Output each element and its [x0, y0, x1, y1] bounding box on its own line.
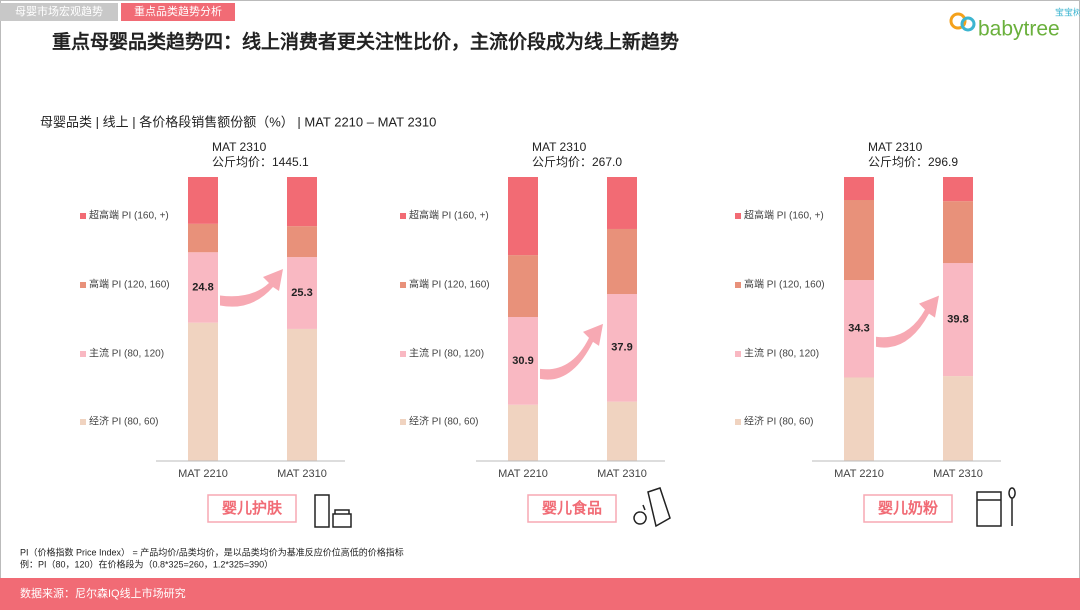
legend-label: 经济 PI (80, 60): [409, 415, 478, 428]
bar-segment: [287, 257, 317, 329]
tab[interactable]: [0, 3, 118, 21]
legend-label: 超高端 PI (160, +): [744, 209, 824, 222]
bar-segment: [607, 228, 637, 295]
footnote: PI（价格指数 Price Index） = 产品均价/品类均价，是以品类均价为…: [20, 546, 404, 557]
bar-segment: [188, 223, 218, 253]
bar-segment: [508, 404, 538, 461]
bar-segment: [943, 201, 973, 264]
subtitle: 母婴品类 | 线上 | 各价格段销售额份额（%） | MAT 2210 – MA…: [40, 114, 436, 129]
x-tick-label: MAT 2310: [933, 468, 983, 480]
slide-title: 重点母婴品类趋势四：线上消费者更关注性比价，主流价段成为线上新趋势: [52, 30, 679, 53]
legend-label: 经济 PI (80, 60): [744, 415, 813, 428]
legend-swatch: [400, 419, 406, 425]
bar-segment: [188, 252, 218, 323]
chart-subtitle: 公斤均价：267.0: [532, 155, 622, 169]
tab[interactable]: [121, 3, 235, 21]
legend-label: 高端 PI (120, 160): [409, 278, 490, 291]
bar-segment: [844, 280, 874, 378]
footnote: 例：PI（80，120）在价格段为（0.8*325=260，1.2*325=39…: [20, 558, 273, 569]
data-label: 37.9: [611, 342, 632, 354]
x-tick-label: MAT 2310: [597, 468, 647, 480]
legend-swatch: [80, 213, 86, 219]
bar-segment: [844, 200, 874, 281]
legend-label: 经济 PI (80, 60): [89, 415, 158, 428]
bar-segment: [287, 177, 317, 227]
data-label: 34.3: [848, 323, 869, 335]
logo-text: babytree: [978, 18, 1060, 41]
bar-segment: [508, 317, 538, 405]
legend-label: 主流 PI (80, 120): [89, 347, 164, 360]
data-label: 24.8: [192, 281, 213, 293]
legend-label: 主流 PI (80, 120): [409, 347, 484, 360]
bar-segment: [943, 263, 973, 377]
category-name: 婴儿护肤: [222, 499, 283, 517]
logo-badge: 宝宝树: [1055, 6, 1080, 17]
category-name: 婴儿食品: [542, 499, 602, 517]
product-icon: [976, 487, 1016, 527]
bar-segment: [607, 177, 637, 229]
bar-segment: [188, 322, 218, 461]
legend-swatch: [80, 282, 86, 288]
legend-swatch: [735, 419, 741, 425]
bar-segment: [844, 177, 874, 201]
logo: babytree 宝宝树: [949, 6, 1080, 41]
category-box: [527, 494, 617, 523]
legend-label: 高端 PI (120, 160): [89, 278, 170, 291]
chart-title: MAT 2310: [212, 140, 267, 154]
bar-segment: [943, 376, 973, 461]
logo-icon: [960, 16, 976, 32]
tab-label[interactable]: 重点品类趋势分析: [134, 4, 222, 18]
category-name: 婴儿奶粉: [878, 499, 938, 517]
footer-bar: [0, 578, 1080, 610]
bar-segment: [508, 177, 538, 256]
legend-swatch: [80, 419, 86, 425]
legend-swatch: [735, 282, 741, 288]
source: 数据来源：尼尔森IQ线上市场研究: [20, 586, 186, 600]
bar-segment: [844, 377, 874, 461]
x-tick-label: MAT 2210: [178, 468, 228, 480]
legend-swatch: [400, 213, 406, 219]
data-label: 25.3: [291, 287, 312, 299]
category-box: [207, 494, 297, 523]
bar-segment: [607, 294, 637, 402]
legend-swatch: [735, 351, 741, 357]
chart-title: MAT 2310: [868, 140, 923, 154]
legend-swatch: [400, 351, 406, 357]
bar-segment: [508, 255, 538, 318]
product-icon: [314, 494, 352, 528]
legend-label: 超高端 PI (160, +): [89, 209, 169, 222]
x-tick-label: MAT 2310: [277, 468, 327, 480]
trend-arrow: [540, 323, 603, 380]
x-tick-label: MAT 2210: [834, 468, 884, 480]
x-tick-label: MAT 2210: [498, 468, 548, 480]
data-label: 39.8: [947, 313, 968, 325]
bar-segment: [188, 177, 218, 224]
category-box: [863, 494, 953, 523]
data-label: 30.9: [512, 355, 533, 367]
legend-swatch: [735, 213, 741, 219]
bar-segment: [607, 401, 637, 461]
trend-arrow: [220, 269, 283, 307]
trend-arrow: [876, 295, 939, 348]
chart-title: MAT 2310: [532, 140, 587, 154]
logo-icon: [949, 12, 967, 30]
legend-label: 超高端 PI (160, +): [409, 209, 489, 222]
product-icon: [633, 487, 671, 528]
legend-swatch: [400, 282, 406, 288]
legend-label: 主流 PI (80, 120): [744, 347, 819, 360]
legend-swatch: [80, 351, 86, 357]
tab-label[interactable]: 母婴市场宏观趋势: [15, 4, 103, 18]
chart-subtitle: 公斤均价：296.9: [868, 155, 958, 169]
legend-label: 高端 PI (120, 160): [744, 278, 825, 291]
bar-segment: [287, 328, 317, 461]
chart-subtitle: 公斤均价：1445.1: [212, 155, 309, 169]
bar-segment: [287, 226, 317, 258]
bar-segment: [943, 177, 973, 202]
